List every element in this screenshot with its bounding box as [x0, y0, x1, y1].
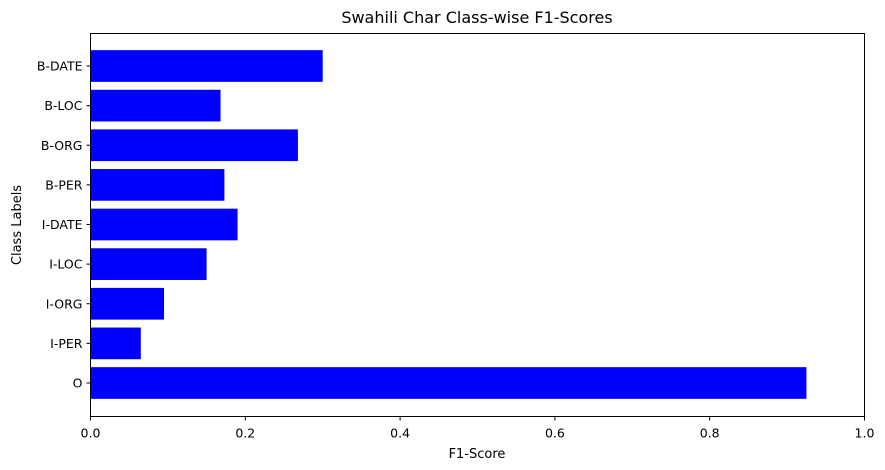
x-axis-ticks: 0.0 0.2 0.4 0.6 0.8 1.0	[81, 416, 875, 441]
bar-i-loc	[90, 248, 207, 280]
bar-i-org	[90, 287, 165, 320]
y-tick-label: B-LOC	[44, 98, 82, 113]
chart-title: Swahili Char Class-wise F1-Scores	[341, 8, 612, 27]
x-tick-label: 0.6	[545, 426, 565, 441]
y-tick-label: I-ORG	[46, 296, 83, 311]
y-tick-label: B-ORG	[41, 138, 83, 153]
bars-group	[90, 50, 807, 399]
bar-b-loc	[90, 89, 221, 122]
bar-o	[90, 367, 807, 399]
y-axis-label: Class Labels	[10, 185, 25, 265]
y-tick-label: I-LOC	[49, 257, 83, 272]
x-tick-label: 1.0	[855, 426, 875, 441]
y-tick-label: B-PER	[45, 177, 83, 192]
y-tick-label: O	[73, 376, 83, 391]
x-tick-label: 0.8	[700, 426, 720, 441]
bar-i-date	[90, 208, 238, 241]
y-tick-label: B-DATE	[37, 59, 83, 74]
plot-frame	[90, 33, 865, 417]
bar-b-per	[90, 169, 225, 201]
bar-b-date	[90, 50, 323, 82]
x-tick-label: 0.4	[390, 426, 410, 441]
y-tick-label: I-PER	[50, 336, 83, 351]
x-tick-label: 0.0	[81, 426, 101, 441]
bar-i-per	[90, 327, 141, 360]
bar-b-org	[90, 129, 298, 162]
y-axis-ticks: O I-PER I-ORG I-LOC I-DATE B-PER B-ORG B-LOC B-D…	[37, 59, 91, 391]
x-axis-label: F1-Score	[449, 447, 506, 462]
y-tick-label: I-DATE	[42, 217, 83, 232]
x-tick-label: 0.2	[235, 426, 255, 441]
